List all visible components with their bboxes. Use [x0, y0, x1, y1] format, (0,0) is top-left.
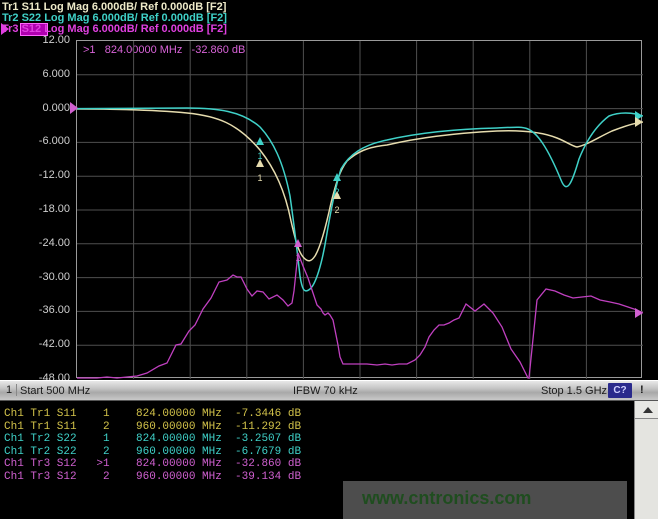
svg-text:2: 2 — [334, 205, 339, 215]
svg-text:1: 1 — [257, 173, 262, 183]
svg-text:1: 1 — [295, 253, 300, 263]
